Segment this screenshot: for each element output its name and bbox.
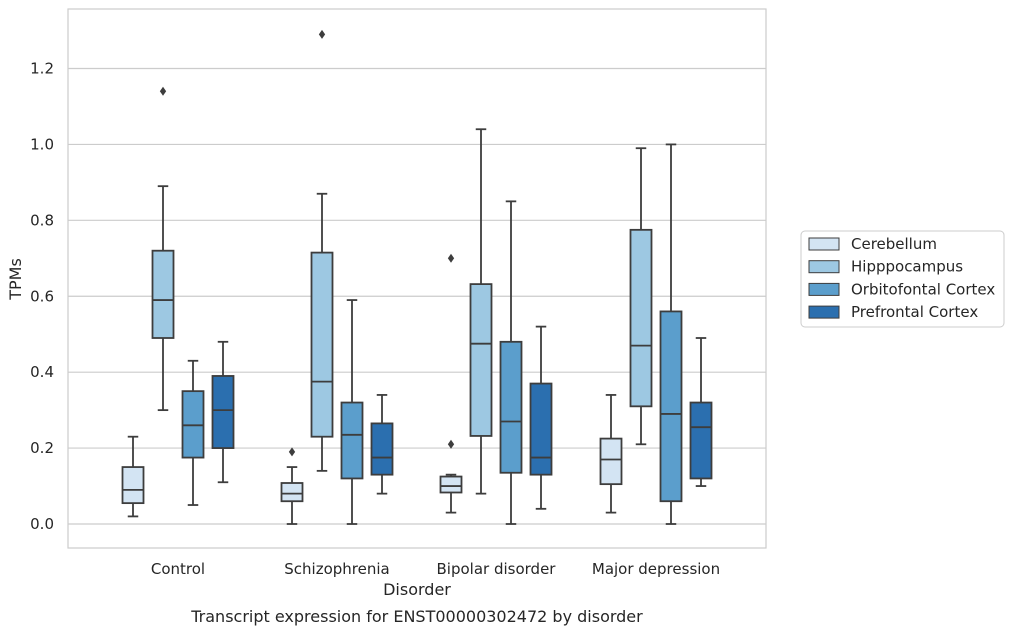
box-orbitofontal-cortex	[499, 200, 523, 525]
y-tick-label: 0.8	[30, 211, 54, 229]
box-hipppocampus	[310, 29, 334, 472]
box-iqr	[211, 375, 235, 449]
legend-label: Hipppocampus	[851, 258, 963, 276]
y-tick-label: 0.6	[30, 287, 54, 305]
box-iqr	[310, 251, 334, 438]
y-tick-label: 0.2	[30, 439, 54, 457]
box-iqr	[499, 340, 523, 474]
y-tick-label: 0.0	[30, 515, 54, 533]
box-iqr	[599, 437, 623, 486]
legend-label: Orbitofontal Cortex	[851, 280, 995, 298]
outlier-point	[318, 29, 326, 39]
x-axis-label: Disorder	[383, 580, 451, 599]
box-cerebellum	[439, 253, 463, 514]
outlier-point	[447, 253, 455, 263]
boxes	[121, 29, 713, 525]
x-tick-labels: Control Schizophrenia Bipolar disorder Majo…	[151, 560, 720, 578]
outlier-point	[159, 86, 167, 96]
y-axis-label: TPMs	[6, 258, 25, 301]
box-hipppocampus	[629, 147, 653, 446]
outlier-point	[288, 447, 296, 457]
plot-frame	[67, 8, 767, 549]
box-iqr	[280, 482, 304, 503]
box-hipppocampus	[151, 86, 175, 412]
box-iqr	[439, 475, 463, 494]
chart-caption: Transcript expression for ENST0000030247…	[190, 607, 643, 626]
y-tick-label: 1.2	[30, 60, 54, 78]
x-tick-label: Bipolar disorder	[437, 560, 557, 578]
box-iqr	[181, 390, 205, 459]
box-iqr	[629, 228, 653, 408]
box-prefrontal-cortex	[370, 394, 394, 495]
box-iqr	[370, 422, 394, 476]
box-iqr	[340, 401, 364, 480]
legend-swatch	[808, 237, 840, 251]
box-orbitofontal-cortex	[181, 359, 205, 506]
y-tick-labels: 0.0 0.2 0.4 0.6 0.8 1.0 1.2	[30, 60, 54, 534]
box-orbitofontal-cortex	[340, 299, 364, 525]
x-tick-label: Major depression	[592, 560, 720, 578]
box-iqr	[151, 249, 175, 339]
legend-label: Cerebellum	[851, 235, 937, 253]
legend: Cerebellum Hipppocampus Orbitofontal Corte…	[800, 230, 1005, 328]
outlier-point	[447, 439, 455, 449]
box-prefrontal-cortex	[211, 340, 235, 484]
box-cerebellum	[121, 435, 145, 518]
legend-swatch	[808, 305, 840, 319]
y-tick-label: 1.0	[30, 135, 54, 153]
box-iqr	[659, 310, 683, 503]
y-tick-label: 0.4	[30, 363, 54, 381]
box-prefrontal-cortex	[689, 337, 713, 487]
legend-label: Prefrontal Cortex	[851, 303, 978, 321]
box-iqr	[529, 382, 553, 476]
x-tick-label: Schizophrenia	[284, 560, 389, 578]
x-tick-label: Control	[151, 560, 205, 578]
box-prefrontal-cortex	[529, 325, 553, 510]
legend-frame	[800, 230, 1005, 328]
box-cerebellum	[280, 447, 304, 525]
box-hipppocampus	[469, 128, 493, 495]
box-orbitofontal-cortex	[659, 143, 683, 525]
box-cerebellum	[599, 394, 623, 514]
box-iqr	[469, 283, 493, 437]
legend-swatch	[808, 282, 840, 296]
box-iqr	[121, 466, 145, 505]
legend-swatch	[808, 260, 840, 274]
box-iqr	[689, 401, 713, 480]
